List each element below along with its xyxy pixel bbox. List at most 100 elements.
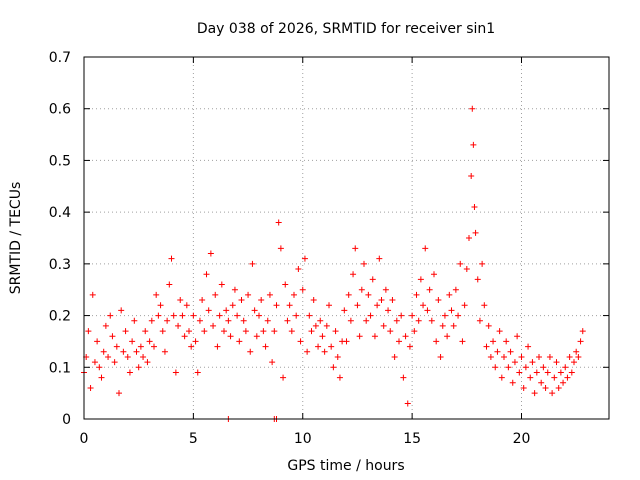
y-axis-title: SRMTID / TECUs bbox=[8, 182, 24, 295]
data-point bbox=[483, 343, 490, 350]
data-point bbox=[471, 203, 478, 210]
x-tick-label: 15 bbox=[403, 431, 421, 447]
data-point bbox=[376, 255, 383, 262]
data-point bbox=[236, 338, 243, 345]
data-point bbox=[343, 338, 350, 345]
data-point bbox=[205, 307, 212, 314]
plot-frame bbox=[83, 56, 610, 420]
data-point bbox=[181, 333, 188, 340]
data-point bbox=[404, 400, 411, 407]
data-point bbox=[402, 333, 409, 340]
data-point bbox=[542, 384, 549, 391]
data-point bbox=[494, 348, 501, 355]
data-point bbox=[455, 312, 462, 319]
y-tick-label: 0.2 bbox=[49, 309, 71, 325]
data-point bbox=[439, 322, 446, 329]
data-point bbox=[378, 297, 385, 304]
data-point bbox=[319, 333, 326, 340]
x-tick-label: 10 bbox=[294, 431, 312, 447]
data-point bbox=[229, 302, 236, 309]
data-point bbox=[253, 333, 260, 340]
data-point bbox=[424, 307, 431, 314]
data-point bbox=[568, 369, 575, 376]
data-point bbox=[151, 343, 157, 350]
data-point bbox=[306, 312, 313, 319]
data-point bbox=[142, 328, 149, 335]
data-point bbox=[199, 297, 206, 304]
data-point bbox=[234, 312, 241, 319]
data-point bbox=[109, 333, 116, 340]
y-tick-label: 0.6 bbox=[49, 102, 71, 118]
data-point bbox=[144, 359, 151, 366]
data-point bbox=[96, 364, 103, 371]
data-point bbox=[216, 312, 223, 319]
data-point bbox=[411, 328, 418, 335]
data-point bbox=[347, 317, 354, 324]
data-point bbox=[579, 328, 586, 335]
data-point bbox=[367, 312, 374, 319]
data-point bbox=[538, 379, 545, 386]
data-point bbox=[422, 245, 429, 252]
data-point bbox=[575, 353, 582, 360]
data-point bbox=[240, 317, 247, 324]
data-point bbox=[437, 353, 444, 360]
data-point bbox=[564, 374, 571, 381]
data-point bbox=[481, 302, 488, 309]
data-point bbox=[350, 271, 357, 278]
data-points bbox=[81, 105, 586, 422]
data-point bbox=[461, 302, 468, 309]
data-point bbox=[295, 266, 302, 273]
data-point bbox=[536, 353, 542, 360]
data-point bbox=[450, 322, 457, 329]
data-point bbox=[387, 328, 394, 335]
data-point bbox=[514, 333, 521, 340]
data-point bbox=[166, 281, 173, 288]
data-point bbox=[135, 364, 142, 371]
data-point bbox=[218, 281, 225, 288]
data-point bbox=[516, 369, 523, 376]
data-point bbox=[326, 302, 332, 309]
y-tick-label: 0.1 bbox=[49, 360, 71, 376]
data-point bbox=[312, 322, 319, 329]
data-point bbox=[201, 328, 208, 335]
data-point bbox=[522, 364, 529, 371]
data-point bbox=[269, 359, 276, 366]
data-point bbox=[203, 271, 210, 278]
data-point bbox=[577, 338, 584, 345]
data-point bbox=[288, 328, 295, 335]
data-point bbox=[507, 348, 514, 355]
data-point bbox=[341, 307, 348, 314]
data-point bbox=[214, 343, 221, 350]
data-point bbox=[107, 312, 114, 319]
data-point bbox=[431, 271, 437, 278]
data-point bbox=[264, 317, 271, 324]
data-point bbox=[111, 359, 118, 366]
data-point bbox=[354, 302, 361, 309]
y-tick-label: 0.4 bbox=[49, 205, 71, 221]
data-point bbox=[417, 276, 424, 283]
data-point bbox=[389, 297, 396, 304]
data-point bbox=[509, 379, 516, 386]
data-point bbox=[468, 172, 475, 179]
data-point bbox=[304, 348, 311, 355]
data-point bbox=[566, 353, 573, 360]
data-point bbox=[133, 348, 140, 355]
data-point bbox=[124, 353, 131, 360]
data-point bbox=[231, 286, 238, 293]
data-point bbox=[301, 255, 308, 262]
data-point bbox=[260, 328, 267, 335]
data-point bbox=[393, 317, 400, 324]
data-point bbox=[155, 312, 162, 319]
data-point bbox=[345, 291, 352, 298]
data-point bbox=[286, 302, 293, 309]
data-point bbox=[159, 328, 166, 335]
data-point bbox=[140, 353, 147, 360]
data-point bbox=[85, 328, 92, 335]
data-point bbox=[91, 359, 98, 366]
data-point bbox=[380, 322, 387, 329]
data-point bbox=[470, 141, 477, 148]
data-point bbox=[361, 260, 367, 267]
data-point bbox=[192, 338, 199, 345]
y-tick-label: 0.3 bbox=[49, 257, 71, 273]
